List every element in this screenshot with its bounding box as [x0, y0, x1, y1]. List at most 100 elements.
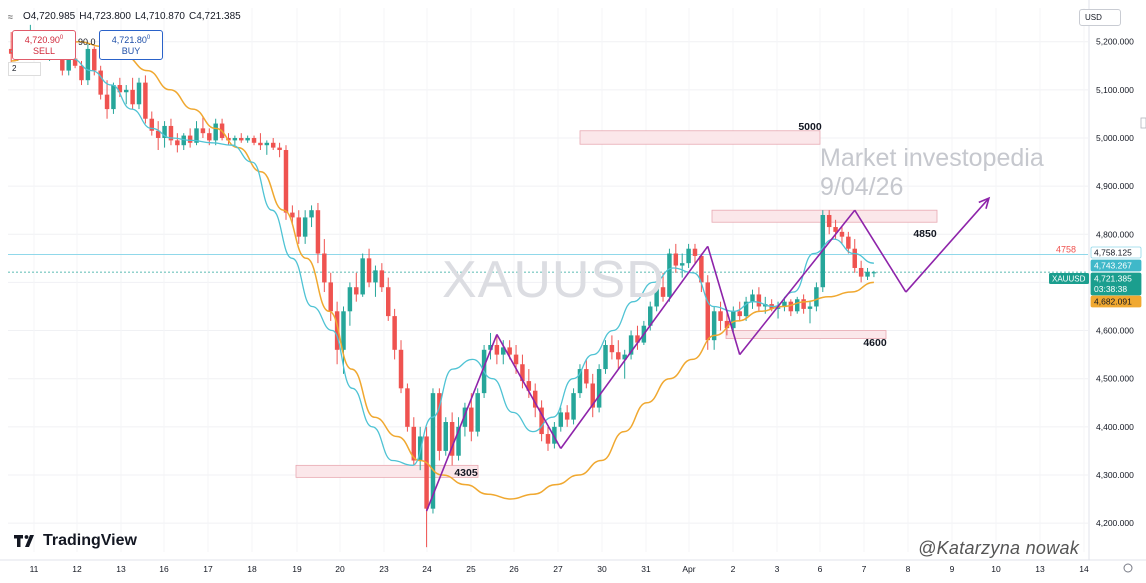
candle-body — [98, 70, 103, 95]
candle-body — [424, 436, 429, 509]
x-tick-label: 26 — [509, 564, 519, 574]
candle-body — [143, 82, 148, 119]
x-tick-label: 17 — [203, 564, 213, 574]
trend-line — [496, 334, 562, 449]
candle-body — [756, 294, 762, 307]
candle-body — [8, 48, 14, 54]
candle-body — [846, 236, 851, 249]
candle-body — [679, 263, 685, 266]
price-tag-value: 4,758.125 — [1094, 248, 1132, 258]
candle-body — [334, 311, 340, 350]
zone-5000 — [579, 130, 821, 145]
x-tick-label: 30 — [597, 564, 607, 574]
candle-body — [270, 142, 276, 148]
y-tick-label: 4,500.000 — [1096, 374, 1134, 384]
sell-price-sup: 0 — [59, 35, 64, 41]
x-tick-label: 16 — [159, 564, 169, 574]
candle-body — [373, 270, 378, 283]
zone-4600 — [725, 330, 887, 339]
candle-body — [654, 287, 659, 307]
candle-body — [366, 258, 372, 283]
candle-body — [277, 147, 282, 151]
x-tick-label: 11 — [30, 564, 39, 574]
candle-body — [162, 125, 167, 138]
candle-body — [513, 354, 519, 365]
x-tick-label: 10 — [991, 564, 1001, 574]
price-tag-fast — [1090, 259, 1142, 272]
candle-body — [628, 335, 634, 355]
sell-button[interactable]: 4,720.900 SELL — [12, 30, 76, 60]
trend-line — [739, 209, 856, 356]
candle-body — [801, 299, 806, 309]
candle-body — [552, 426, 557, 444]
candle-body — [462, 407, 468, 427]
x-tick-label: 25 — [466, 564, 476, 574]
candle-body — [85, 48, 91, 81]
candle-body — [302, 217, 308, 237]
candle-body — [865, 271, 870, 277]
candle-body — [833, 227, 838, 232]
candle-body — [558, 412, 564, 427]
candle-body — [782, 301, 787, 307]
candle-body — [104, 94, 110, 110]
candle-body — [622, 354, 627, 360]
candle-body — [577, 369, 583, 394]
candle-body — [814, 287, 819, 307]
candle-body — [417, 436, 423, 461]
projection-arrow-line — [905, 197, 990, 293]
candle-body — [72, 58, 78, 66]
candle-body — [488, 344, 493, 350]
candle-body — [411, 426, 417, 461]
price-tag-slow — [1090, 295, 1142, 308]
quantity-input[interactable]: 2 — [8, 62, 41, 76]
ohlc-close: C4,721.385 — [189, 11, 241, 22]
price-tag-value: 4,721.385 — [1094, 274, 1132, 284]
tradingview-logo[interactable]: TradingView — [14, 532, 137, 550]
candle-body — [794, 299, 800, 312]
candle-body — [443, 422, 448, 451]
buy-button[interactable]: 4,721.800 BUY — [99, 30, 163, 60]
watermark-line-2: 9/04/26 — [820, 173, 904, 201]
candle-body — [213, 123, 218, 141]
candle-body — [117, 85, 123, 93]
symbol-tag-label: XAUUSD — [1052, 275, 1086, 284]
candle-body — [571, 393, 576, 420]
candle-body — [258, 142, 263, 146]
candle-body — [136, 82, 142, 105]
watermark-line-1: Market investopedia — [820, 144, 1044, 172]
candle-body — [648, 306, 653, 326]
currency-selector[interactable]: USD — [1079, 9, 1121, 26]
ma-fast-line — [11, 48, 874, 466]
ohlc-open: O4,720.985 — [22, 11, 76, 22]
candle-body — [322, 253, 327, 283]
x-tick-label: 7 — [862, 564, 867, 574]
credit-watermark: @Katarzyna nowak — [918, 538, 1080, 558]
candle-body — [609, 344, 615, 353]
author-watermark: Market investopedia 9/04/26 — [820, 144, 1044, 202]
candle-body — [737, 311, 742, 317]
y-tick-label: 4,900.000 — [1096, 181, 1134, 191]
zone-4305 — [295, 464, 479, 478]
candle-body — [187, 135, 193, 143]
y-tick-label: 4,400.000 — [1096, 422, 1134, 432]
candle-body — [181, 135, 186, 146]
candle-body — [309, 210, 314, 218]
candle-body — [564, 412, 570, 420]
candle-body — [603, 344, 608, 370]
trend-line — [854, 209, 907, 293]
trend-line — [425, 334, 498, 512]
candle-body — [232, 137, 238, 141]
zone-label-4305: 4305 — [454, 467, 478, 479]
sell-label: SELL — [32, 46, 56, 56]
trend-line — [706, 246, 741, 355]
candle-body — [175, 140, 180, 146]
buy-price: 4,721.80 — [111, 35, 147, 45]
symbol-tag — [1049, 273, 1089, 284]
x-tick-label: 12 — [72, 564, 82, 574]
legend-toggle-icon[interactable]: ≈ — [8, 11, 13, 22]
time-axis[interactable]: 11 12 13 16 17 18 19 20 23 24 25 26 27 30 31 Apr 2 3 6 7 8 9 1… — [0, 559, 1146, 574]
candle-body — [155, 130, 161, 138]
tradingview-logo-text: TradingView — [43, 532, 137, 549]
candle-body — [667, 253, 672, 297]
